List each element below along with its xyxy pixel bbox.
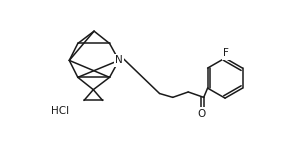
Text: HCl: HCl	[52, 106, 70, 116]
Text: F: F	[223, 49, 229, 58]
Text: O: O	[197, 109, 206, 119]
Text: N: N	[115, 55, 123, 65]
